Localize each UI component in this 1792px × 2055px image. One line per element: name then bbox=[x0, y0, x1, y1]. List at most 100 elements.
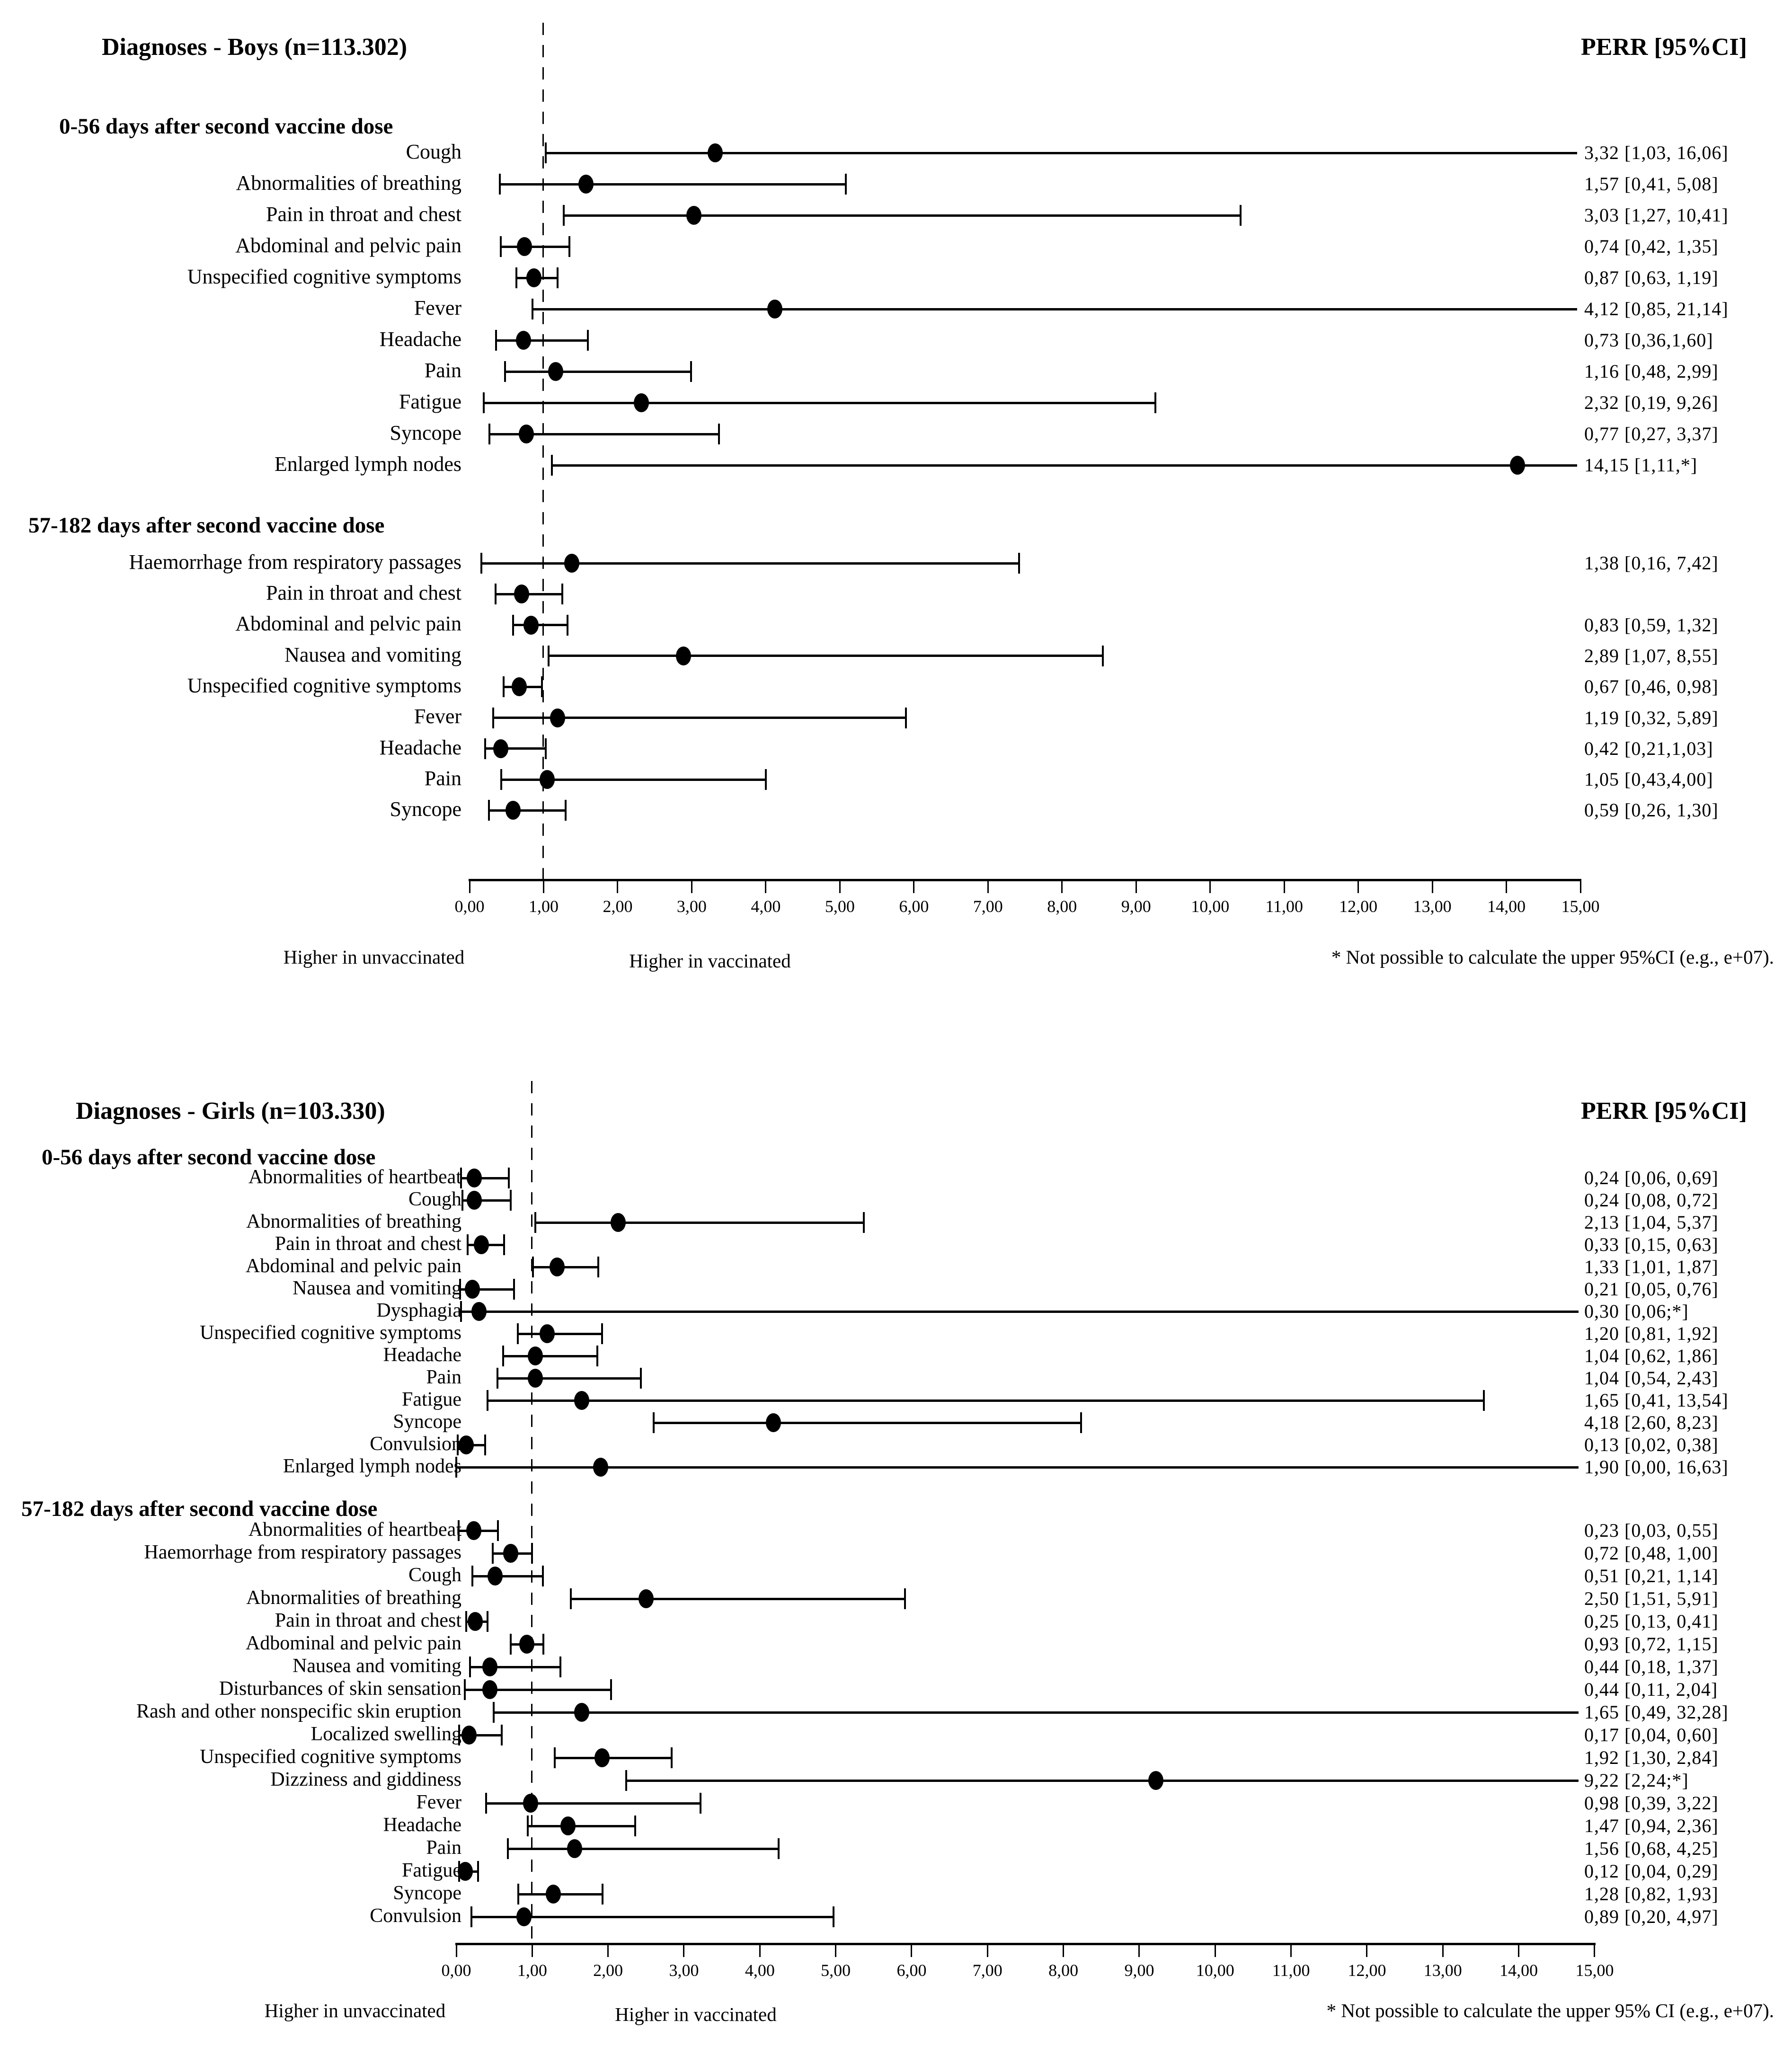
perr-value: 1,57 [0,41, 5,08] bbox=[1584, 173, 1719, 195]
row-label: Enlarged lymph nodes bbox=[283, 1455, 461, 1477]
ci-cap-upper bbox=[904, 1588, 906, 1609]
perr-value: 1,28 [0,82, 1,93] bbox=[1584, 1883, 1719, 1904]
row-label: Pain in throat and chest bbox=[266, 202, 461, 226]
ci-line bbox=[496, 339, 588, 342]
point-estimate-marker bbox=[610, 1213, 626, 1232]
row-label: Adbominal and pelvic pain bbox=[245, 1632, 461, 1654]
row-label: Haemorrhage from respiratory passages bbox=[144, 1541, 461, 1563]
x-axis-tick bbox=[759, 1943, 761, 1957]
point-estimate-marker bbox=[519, 1635, 535, 1654]
point-estimate-marker bbox=[540, 1324, 555, 1343]
x-axis-tick-label: 9,00 bbox=[1121, 897, 1151, 916]
point-estimate-marker bbox=[550, 1258, 565, 1276]
perr-value: 0,98 [0,39, 3,22] bbox=[1584, 1792, 1719, 1814]
row-label: Cough bbox=[408, 1564, 461, 1586]
perr-value: 0,74 [0,42, 1,35] bbox=[1584, 236, 1719, 257]
perr-value: 1,47 [0,94, 2,36] bbox=[1584, 1815, 1719, 1836]
ci-cap-upper bbox=[832, 1906, 834, 1927]
x-axis-tick bbox=[1506, 879, 1508, 893]
ci-line bbox=[486, 1802, 701, 1805]
x-axis-tick bbox=[455, 1943, 457, 1957]
ci-cap-upper bbox=[862, 1212, 865, 1233]
ci-cap-upper bbox=[764, 769, 767, 790]
ci-line bbox=[532, 1266, 598, 1268]
ci-line bbox=[535, 1221, 864, 1224]
ci-line bbox=[626, 1779, 1579, 1782]
ci-line bbox=[481, 562, 1019, 565]
perr-value: 1,38 [0,16, 7,42] bbox=[1584, 552, 1719, 574]
ci-cap-lower bbox=[500, 769, 503, 790]
ci-cap-upper bbox=[507, 1168, 510, 1188]
perr-value: 0,23 [0,03, 0,55] bbox=[1584, 1520, 1719, 1541]
ci-line bbox=[487, 1399, 1484, 1402]
ci-line bbox=[456, 1466, 1579, 1469]
ci-line bbox=[493, 717, 906, 719]
point-estimate-marker bbox=[466, 1521, 481, 1540]
ci-cap-lower bbox=[455, 1457, 457, 1478]
ci-line bbox=[485, 747, 546, 750]
ci-cap-lower bbox=[515, 267, 517, 288]
ci-cap-upper bbox=[718, 424, 720, 444]
row-label: Abnormalities of breathing bbox=[246, 1210, 461, 1232]
ci-cap-upper bbox=[501, 1725, 503, 1745]
ci-line bbox=[549, 655, 1103, 657]
point-estimate-marker bbox=[767, 300, 782, 319]
point-estimate-marker bbox=[708, 143, 723, 162]
ci-cap-lower bbox=[457, 1520, 460, 1541]
perr-value: 2,13 [1,04, 5,37] bbox=[1584, 1212, 1719, 1233]
ci-line bbox=[555, 1756, 672, 1759]
panel-title-girls: Diagnoses - Girls (n=103.330) bbox=[76, 1098, 385, 1125]
row-label: Rash and other nonspecific skin eruption bbox=[136, 1700, 461, 1722]
x-axis-tick-label: 9,00 bbox=[1124, 1961, 1154, 1980]
ci-cap-upper bbox=[568, 236, 571, 257]
caption-higher-unvaccinated-boys: Higher in unvaccinated bbox=[283, 946, 465, 968]
row-label: Nausea and vomiting bbox=[284, 643, 461, 666]
ci-cap-lower bbox=[469, 1656, 471, 1677]
ci-cap-lower bbox=[457, 1435, 459, 1455]
ci-cap-upper bbox=[1154, 392, 1156, 413]
x-axis-tick-label: 15,00 bbox=[1561, 897, 1600, 916]
x-axis-tick bbox=[1209, 879, 1211, 893]
point-estimate-marker bbox=[567, 1839, 583, 1858]
ci-cap-upper bbox=[700, 1793, 702, 1814]
point-estimate-marker bbox=[461, 1726, 477, 1745]
point-estimate-marker bbox=[519, 425, 534, 443]
perr-value: 0,77 [0,27, 3,37] bbox=[1584, 423, 1719, 444]
ci-cap-lower bbox=[517, 1884, 520, 1904]
x-axis-tick-label: 3,00 bbox=[676, 897, 707, 916]
x-axis-tick bbox=[1283, 879, 1285, 893]
perr-value: 0,59 [0,26, 1,30] bbox=[1584, 799, 1719, 821]
ci-cap-lower bbox=[461, 1190, 463, 1211]
x-axis-tick bbox=[1290, 1943, 1292, 1957]
x-axis-tick-label: 11,00 bbox=[1265, 897, 1303, 916]
row-label: Abnormalities of heartbeat bbox=[248, 1518, 461, 1541]
row-label: Disturbances of skin sensation bbox=[219, 1677, 461, 1700]
x-axis-tick-label: 6,00 bbox=[899, 897, 929, 916]
ci-line bbox=[461, 1310, 1579, 1313]
point-estimate-marker bbox=[471, 1302, 487, 1321]
perr-value: 1,05 [0,43,4,00] bbox=[1584, 769, 1713, 790]
row-label: Fever bbox=[414, 296, 461, 319]
row-label: Abnormalities of heartbeat bbox=[248, 1166, 461, 1188]
x-axis-tick-label: 5,00 bbox=[821, 1961, 851, 1980]
ci-cap-upper bbox=[566, 614, 568, 636]
perr-value: 1,92 [1,30, 2,84] bbox=[1584, 1747, 1719, 1768]
perr-value: 2,32 [0,19, 9,26] bbox=[1584, 392, 1719, 413]
x-axis-tick bbox=[835, 1943, 837, 1957]
footnote-asterisk-boys: * Not possible to calculate the upper 95… bbox=[1331, 946, 1774, 968]
x-axis-tick-label: 13,00 bbox=[1423, 1961, 1462, 1980]
x-axis-tick bbox=[531, 1943, 533, 1957]
ci-line bbox=[471, 1915, 834, 1918]
perr-column-header-boys: PERR [95%CI] bbox=[1581, 34, 1747, 61]
row-label: Abnormalities of breathing bbox=[246, 1586, 461, 1609]
panel-title-boys: Diagnoses - Boys (n=113.302) bbox=[102, 34, 408, 61]
caption-higher-vaccinated-girls: Higher in vaccinated bbox=[615, 2003, 777, 2025]
point-estimate-marker bbox=[564, 554, 579, 573]
ci-cap-lower bbox=[570, 1588, 572, 1609]
point-estimate-marker bbox=[468, 1612, 483, 1631]
ci-cap-upper bbox=[671, 1747, 673, 1768]
x-axis-tick bbox=[913, 879, 915, 893]
point-estimate-marker bbox=[467, 1169, 482, 1187]
ci-cap-lower bbox=[491, 1543, 494, 1564]
